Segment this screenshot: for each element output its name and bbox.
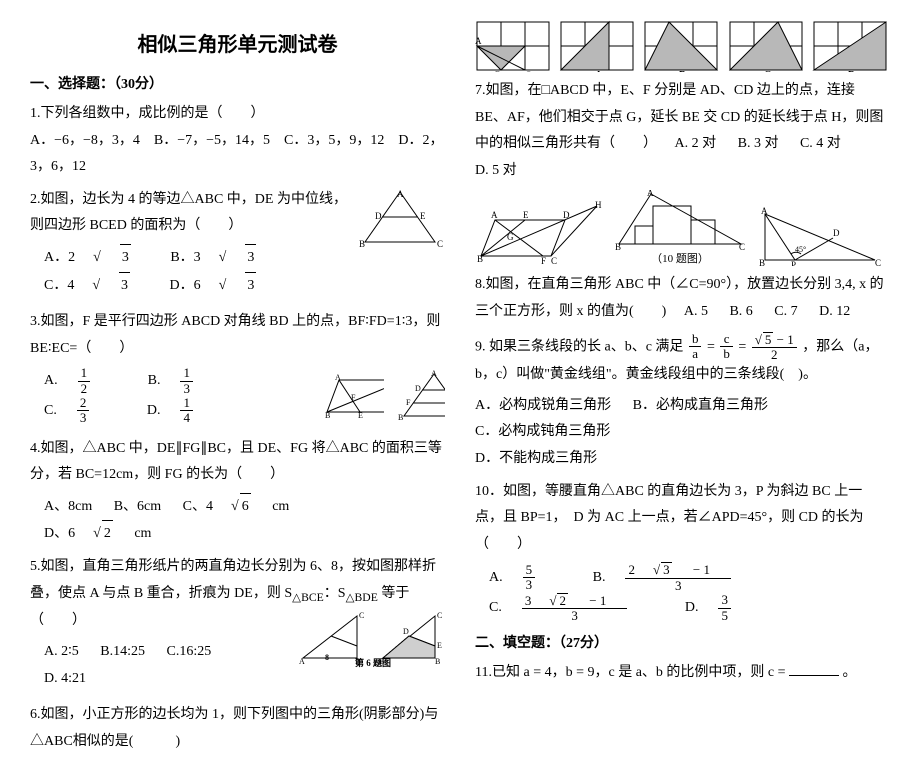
- q8: 8.如图，在直角三角形 ABC 中（∠C=90°），放置边长分别 3,4, x …: [475, 272, 890, 325]
- svg-text:B: B: [325, 411, 330, 420]
- svg-text:A: A: [491, 210, 498, 220]
- svg-text:E: E: [437, 641, 442, 650]
- q11-blank: [789, 661, 839, 676]
- svg-text:B: B: [679, 70, 686, 72]
- q5-figure: A B C 8 B B C D E 第 6 题图: [295, 608, 445, 668]
- q9-opts: A．必构成锐角三角形 B．必构成直角三角形 C．必构成钝角三角形 D．不能构成三…: [475, 393, 890, 473]
- svg-text:D: D: [848, 70, 855, 72]
- svg-text:D: D: [403, 627, 409, 636]
- svg-text:A: A: [761, 206, 768, 216]
- section2-head: 二、填空题：（27分）: [475, 632, 890, 652]
- q11-stem2: 。: [843, 665, 857, 680]
- svg-text:B: B: [477, 254, 483, 264]
- svg-text:E: E: [523, 210, 529, 220]
- svg-text:C: C: [551, 256, 557, 266]
- svg-text:F: F: [406, 398, 411, 407]
- svg-text:C: C: [875, 258, 881, 266]
- svg-text:H: H: [595, 200, 602, 210]
- q6-fig-b: B: [643, 20, 721, 72]
- q4: 4.如图，△ABC 中，DE∥FG∥BC，且 DE、FG 将△ABC 的面积三等…: [30, 436, 445, 548]
- q6-fig-abc: A B C: [475, 20, 553, 72]
- q5: 5.如图，直角三角形纸片的两直角边长分别为 6、8，按如图那样折叠，使点 A 与…: [30, 554, 445, 696]
- svg-text:C: C: [437, 239, 443, 249]
- q7: 7.如图，在□ABCD 中，E、F 分别是 AD、CD 边上的点，连接 BE、A…: [475, 78, 890, 184]
- svg-text:F: F: [351, 393, 356, 402]
- mid-figures: AED H G BFC BCA （10 题图） 45° A B P D C: [475, 190, 890, 266]
- q10-opts: A.53 B.2√3 − 13 C.3√2 − 13 D.35: [489, 562, 890, 623]
- q3: 3.如图，F 是平行四边形 ABCD 对角线 BD 上的点，BF∶FD=1∶3，…: [30, 309, 445, 429]
- q11: 11.已知 a = 4，b = 9，c 是 a、b 的比例中项，则 c = 。: [475, 660, 890, 687]
- svg-text:B: B: [435, 657, 440, 666]
- q6-fig-d: D: [812, 20, 890, 72]
- q2-stem: 2.如图，边长为 4 的等边△ABC 中，DE 为中位线，则四边形 BCED 的…: [30, 192, 347, 234]
- q6-fig-a: A: [559, 20, 637, 72]
- svg-text:B: B: [495, 70, 501, 72]
- svg-text:D: D: [833, 228, 840, 238]
- svg-text:A: A: [595, 70, 603, 72]
- q2-figure: A D E B C: [355, 187, 445, 249]
- svg-text:C: C: [739, 242, 745, 250]
- q4-figure: A DE FG BC: [398, 370, 445, 422]
- svg-text:B: B: [359, 239, 365, 249]
- q11-stem1: 11.已知 a = 4，b = 9，c 是 a、b 的比例中项，则 c =: [475, 665, 789, 680]
- q9: 9. 如果三条线段的长 a、b、c 满足 ba = cb = √5 − 12 ，…: [475, 332, 890, 473]
- svg-text:B: B: [615, 242, 621, 250]
- q1-stem: 1.下列各组数中，成比例的是（ ）: [30, 101, 445, 128]
- svg-text:8: 8: [325, 653, 329, 662]
- q8-opts: A. 5 B. 6 C. 7 D. 12: [684, 304, 868, 319]
- q3-opts: A.12 B.13 C.23 D.14: [44, 366, 311, 425]
- svg-text:A: A: [335, 373, 341, 382]
- svg-text:D: D: [415, 384, 421, 393]
- q10-figure: 45° A B P D C: [755, 204, 885, 266]
- q8-figure: B C A: [615, 190, 745, 250]
- svg-text:P: P: [791, 260, 796, 266]
- svg-text:第 6 题图: 第 6 题图: [355, 657, 391, 668]
- q10-stem: 10．如图，等腰直角△ABC 的直角边长为 3，P 为斜边 BC 上一点，且 B…: [475, 484, 864, 552]
- q6: 6.如图，小正方形的边长均为 1，则下列图中的三角形(阴影部分)与△ABC相似的…: [30, 702, 445, 755]
- q6-stem: 6.如图，小正方形的边长均为 1，则下列图中的三角形(阴影部分)与△ABC相似的…: [30, 707, 438, 749]
- q4-opts: A、8cm B、6cm C、4√6 cm D、6√2 cm: [44, 493, 445, 548]
- svg-text:E: E: [358, 411, 363, 420]
- svg-text:B: B: [398, 413, 403, 422]
- q1: 1.下列各组数中，成比例的是（ ） A．−6，−8，3，4 B．−7，−5，14…: [30, 101, 445, 181]
- q10: 10．如图，等腰直角△ABC 的直角边长为 3，P 为斜边 BC 上一点，且 B…: [475, 479, 890, 624]
- q3-figure: A D B C F E: [325, 372, 384, 420]
- svg-text:B: B: [759, 258, 765, 266]
- q1-opts: A．−6，−8，3，4 B．−7，−5，14，5 C．3，5，9，12 D．2，…: [30, 128, 445, 181]
- svg-text:D: D: [375, 211, 382, 221]
- svg-text:C: C: [764, 70, 771, 72]
- doc-title: 相似三角形单元测试卷: [30, 28, 445, 57]
- svg-text:A: A: [475, 36, 482, 46]
- q2-opts: A．2√3 B．3√3 C．4√3 D．6√3: [44, 244, 445, 299]
- svg-text:C: C: [437, 611, 442, 620]
- svg-text:F: F: [541, 256, 546, 266]
- q3-stem: 3.如图，F 是平行四边形 ABCD 对角线 BD 上的点，BF∶FD=1∶3，…: [30, 314, 440, 356]
- q9-stem1: 9. 如果三条线段的长 a、b、c 满足: [475, 339, 687, 354]
- svg-text:E: E: [420, 211, 426, 221]
- svg-text:C: C: [359, 611, 364, 620]
- svg-text:A: A: [299, 657, 305, 666]
- q6-figures: A B C A B: [475, 20, 890, 72]
- svg-text:A: A: [397, 189, 404, 199]
- svg-text:G: G: [507, 232, 514, 242]
- svg-text:A: A: [647, 190, 654, 198]
- svg-text:D: D: [563, 210, 570, 220]
- svg-text:A: A: [431, 370, 437, 378]
- q7-figure: A E D H G B FC: [475, 200, 605, 266]
- svg-text:45°: 45°: [795, 245, 806, 254]
- section1-head: 一、选择题：（30分）: [30, 73, 445, 93]
- q2: A D E B C 2.如图，边长为 4 的等边△ABC 中，DE 为中位线，则…: [30, 187, 445, 303]
- svg-text:C: C: [525, 70, 531, 72]
- q6-fig-c: C: [728, 20, 806, 72]
- q4-stem: 4.如图，△ABC 中，DE∥FG∥BC，且 DE、FG 将△ABC 的面积三等…: [30, 441, 442, 483]
